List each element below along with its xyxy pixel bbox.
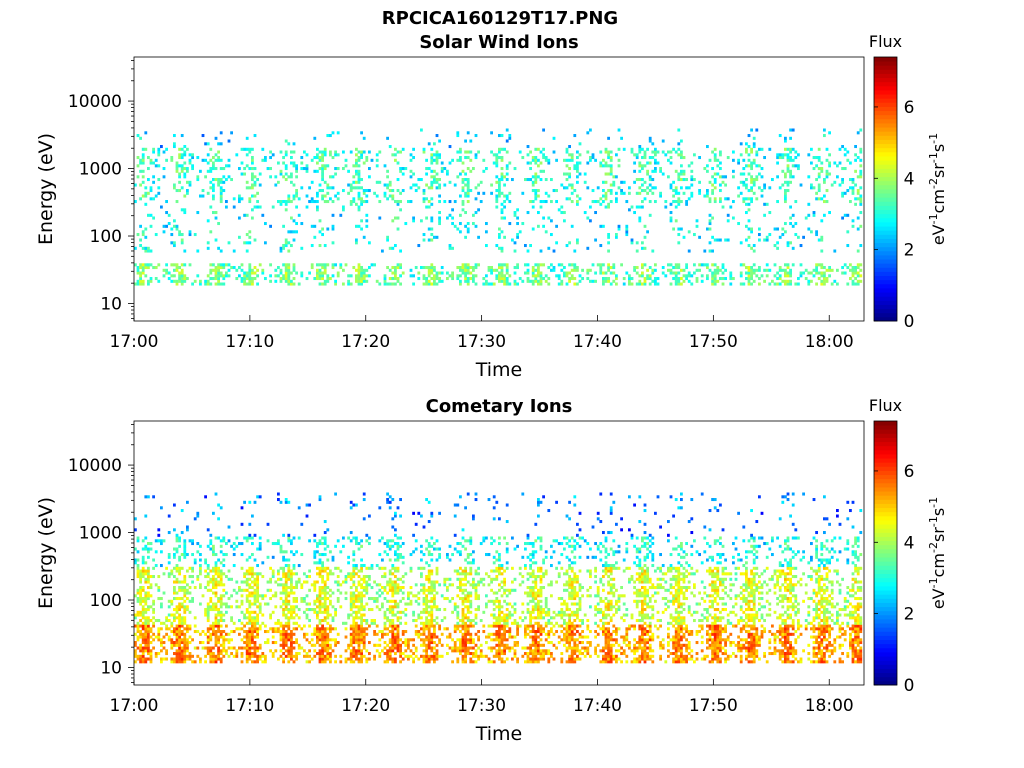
colorbar-title: Flux (869, 396, 902, 415)
y-tick-label: 1000 (79, 524, 122, 544)
y-axis-label: Energy (eV) (35, 497, 57, 609)
colorbar: 0 2 4 6 Flux eV-1cm-2sr-1s-1 (869, 32, 948, 332)
x-tick-label: 18:00 (805, 696, 854, 716)
x-tick-label: 17:40 (573, 696, 622, 716)
y-tick-label: 10 (100, 294, 122, 314)
colorbar-tick-label: 0 (904, 312, 915, 332)
x-tick-label: 17:10 (225, 696, 274, 716)
panel-solar-wind-ions: Solar Wind Ions 10 100 1000 10000 17:00 17:10 1… (35, 32, 948, 381)
x-axis-label: Time (475, 723, 523, 745)
colorbar-tick-label: 0 (904, 676, 915, 696)
colorbar-unit-label: eV-1cm-2sr-1s-1 (927, 497, 948, 609)
x-tick-label: 18:00 (805, 332, 854, 352)
colorbar-tick-label: 2 (904, 605, 915, 625)
panel-title: Solar Wind Ions (419, 32, 578, 53)
colorbar-unit-label: eV-1cm-2sr-1s-1 (927, 133, 948, 245)
x-tick-label: 17:20 (341, 332, 390, 352)
y-tick-label: 10000 (68, 92, 122, 112)
y-tick-label: 10 (100, 658, 122, 678)
colorbar-tick-label: 4 (904, 169, 915, 189)
x-tick-label: 17:00 (110, 332, 159, 352)
colorbar-tick-label: 4 (904, 533, 915, 553)
x-tick-label: 17:30 (457, 332, 506, 352)
x-tick-label: 17:00 (110, 696, 159, 716)
y-tick-label: 100 (90, 227, 122, 247)
x-tick-label: 17:10 (225, 332, 274, 352)
colorbar-title: Flux (869, 32, 902, 51)
colorbar-tick-label: 6 (904, 462, 915, 482)
figure-title: RPCICA160129T17.PNG (382, 8, 618, 29)
y-tick-label: 1000 (79, 160, 122, 180)
x-tick-label: 17:50 (689, 696, 738, 716)
colorbar: 0 2 4 6 Flux eV-1cm-2sr-1s-1 (869, 396, 948, 696)
y-tick-label: 10000 (68, 456, 122, 476)
x-tick-label: 17:20 (341, 696, 390, 716)
y-tick-label: 100 (90, 591, 122, 611)
panel-cometary-ions: Cometary Ions 10 100 1000 10000 17:00 17:10 17:… (35, 396, 948, 745)
x-axis-label: Time (475, 359, 523, 381)
heatmap-cells (134, 128, 863, 286)
x-tick-label: 17:30 (457, 696, 506, 716)
x-tick-label: 17:40 (573, 332, 622, 352)
colorbar-tick-label: 2 (904, 241, 915, 261)
colorbar-tick-label: 6 (904, 98, 915, 118)
y-axis-label: Energy (eV) (35, 133, 57, 245)
panel-title: Cometary Ions (426, 396, 573, 417)
heatmap-cells (134, 492, 863, 664)
x-tick-label: 17:50 (689, 332, 738, 352)
